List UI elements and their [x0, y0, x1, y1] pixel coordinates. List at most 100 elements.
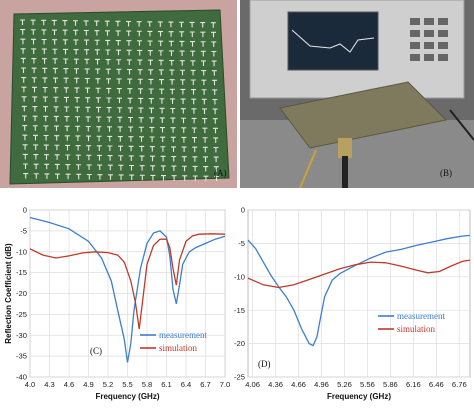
board-cell-icon — [21, 67, 26, 73]
board-cell-icon — [138, 88, 143, 94]
board-cell-icon — [65, 164, 71, 170]
board-cell-icon — [190, 60, 196, 66]
board-cell-icon — [169, 59, 175, 66]
board-cell-icon — [171, 175, 177, 181]
board-cell-icon — [148, 78, 154, 85]
panel-label-a: (A) — [214, 168, 227, 178]
board-cell-icon — [168, 40, 174, 47]
board-cell-icon — [76, 164, 81, 170]
board-cell-icon — [115, 20, 121, 27]
panel-label: (D) — [258, 359, 271, 369]
board-cell-icon — [170, 136, 176, 143]
board-cell-icon — [32, 96, 38, 102]
board-cell-icon — [95, 87, 101, 94]
legend-label: simulation — [159, 343, 197, 353]
board-cell-icon — [212, 79, 217, 86]
board-cell-icon — [190, 50, 196, 57]
board-cell-icon — [149, 107, 154, 114]
board-cell-icon — [126, 40, 132, 46]
board-cell-icon — [22, 134, 28, 141]
board-cell-icon — [73, 58, 79, 65]
board-cell-icon — [179, 21, 184, 28]
x-tick-label: 6.4 — [181, 380, 192, 389]
board-cell-icon — [75, 135, 81, 141]
board-cell-icon — [139, 155, 145, 162]
board-cell-icon — [95, 78, 101, 84]
board-cell-icon — [41, 29, 47, 35]
board-cell-icon — [86, 173, 92, 180]
board-cell-icon — [211, 50, 217, 57]
board-cell-icon — [21, 96, 27, 102]
board-cell-icon — [44, 154, 49, 160]
board-cell-icon — [150, 155, 155, 162]
board-cell-icon — [137, 78, 143, 85]
photo-metasurface-board: (A) — [0, 0, 237, 188]
board-cell-icon — [128, 116, 133, 123]
board-cell-icon — [202, 108, 207, 114]
chart-d: 0 -5 -10 -15 -20 -254.06 4.36 4.66 4.96 5.26 5.56 5… — [234, 206, 471, 401]
board-cell-icon — [105, 30, 110, 36]
board-cell-icon — [179, 40, 185, 47]
board-cell-icon — [22, 144, 28, 150]
board-cell-icon — [42, 58, 47, 64]
x-tick-label: 4.36 — [268, 380, 283, 389]
board-cell-icon — [201, 79, 207, 86]
board-cell-icon — [168, 31, 174, 37]
series-line-simulation — [29, 233, 226, 330]
board-cell-icon — [75, 125, 81, 132]
board-cell-icon — [190, 41, 195, 47]
board-cell-icon — [20, 38, 26, 45]
board-cell-icon — [128, 155, 134, 161]
board-cell-icon — [55, 173, 60, 180]
board-cell-icon — [159, 117, 165, 123]
board-cell-icon — [106, 97, 112, 103]
board-cell-icon — [21, 86, 27, 93]
y-tick-label: -40 — [16, 373, 27, 382]
board-cell-icon — [126, 59, 132, 65]
board-cell-icon — [54, 154, 60, 160]
board-cell-icon — [75, 145, 81, 151]
board-cell-icon — [181, 156, 187, 162]
board-cell-icon — [65, 154, 71, 160]
x-tick-label: 5.5 — [122, 380, 133, 389]
board-cell-icon — [128, 136, 134, 142]
board-cell-icon — [94, 49, 100, 55]
board-cell-icon — [137, 59, 143, 66]
board-cell-icon — [190, 69, 196, 76]
board-cell-icon — [107, 155, 113, 161]
board-cell-icon — [160, 165, 166, 171]
board-cell-icon — [190, 79, 196, 85]
board-cell-icon — [200, 50, 206, 57]
board-cell-icon — [30, 29, 36, 35]
board-cell-icon — [201, 70, 207, 76]
board-cell-icon — [75, 154, 81, 161]
board-cell-icon — [43, 134, 49, 141]
board-cell-icon — [180, 88, 186, 95]
board-cell-icon — [180, 69, 185, 76]
board-cell-icon — [63, 68, 69, 74]
board-cell-icon — [52, 39, 58, 45]
board-cell-icon — [31, 48, 37, 54]
board-cell-icon — [42, 96, 48, 103]
x-tick-label: 6.16 — [406, 380, 421, 389]
board-cell-icon — [105, 68, 111, 75]
board-cell-icon — [159, 79, 164, 85]
board-cell-icon — [118, 174, 124, 180]
board-cell-icon — [171, 165, 177, 172]
y-tick-label: -5 — [238, 239, 245, 248]
x-tick-label: 6.7 — [200, 380, 211, 389]
board-cell-icon — [126, 30, 132, 37]
y-tick-label: -20 — [16, 289, 27, 298]
plot-area — [247, 209, 471, 378]
board-cell-icon — [169, 88, 175, 95]
board-cell-icon — [160, 155, 166, 162]
board-cell-icon — [106, 107, 112, 113]
board-cell-icon — [44, 163, 50, 170]
board-cell-icon — [139, 136, 144, 142]
x-tick-label: 4.06 — [245, 380, 260, 389]
board-cell-icon — [117, 136, 123, 142]
board-cell-icon — [53, 106, 59, 112]
board-cell-icon — [192, 146, 198, 153]
board-cell-icon — [52, 58, 58, 64]
y-tick-label: -5 — [20, 226, 27, 235]
